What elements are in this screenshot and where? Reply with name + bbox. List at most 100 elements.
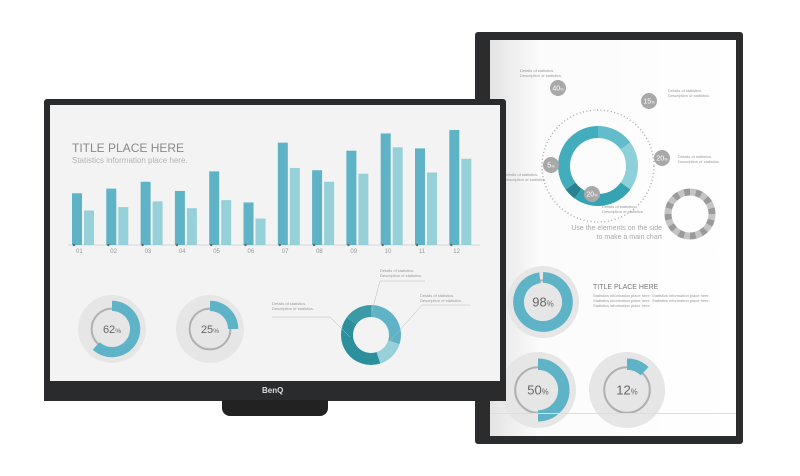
detail-text: Details of statistics. Description of sta… [678, 154, 721, 164]
percent-bubble [641, 93, 657, 109]
bar [186, 208, 197, 245]
bar [358, 173, 369, 245]
grey-ring-segment [664, 207, 673, 215]
bar [392, 147, 403, 245]
tick-dot [175, 243, 179, 247]
grey-ring-segment [671, 191, 681, 201]
donut-segment [346, 305, 372, 325]
callout-line [389, 304, 470, 342]
grey-ring-segment [699, 227, 709, 237]
callout-line [371, 280, 425, 312]
bar [221, 200, 232, 245]
tick-label: 01 [76, 249, 83, 255]
tick-dot [244, 243, 247, 247]
tick-dot [141, 243, 144, 247]
detail-text: Details of statistics. Description of sta… [520, 68, 563, 78]
grey-ring-segment [665, 201, 675, 210]
grey-ring-segment [664, 213, 673, 221]
tick-label: 11 [419, 249, 426, 255]
dotted-orbit [541, 109, 655, 223]
section-title: TITLE PLACE HERE [593, 284, 659, 291]
percent-bubble [654, 150, 670, 166]
gauge-fill [92, 300, 141, 358]
page-subtitle: Statistics information place here. [72, 156, 188, 165]
tick-dot [312, 243, 316, 247]
ring-segment [558, 126, 599, 190]
bar [380, 133, 391, 245]
gauge-fill [209, 300, 239, 330]
gauge-fill [626, 358, 649, 376]
bar [174, 190, 185, 245]
callout-line [272, 316, 351, 338]
bar [449, 130, 460, 245]
tick-dot [415, 243, 419, 247]
percent-bubble [550, 80, 566, 96]
bar [118, 207, 129, 245]
section-body: Statistics information place here. Stati… [593, 293, 710, 308]
percent-bubble [584, 186, 600, 202]
percent-label: 5% [547, 163, 555, 170]
tick-dot [381, 243, 384, 247]
bar [277, 142, 288, 245]
bar [324, 181, 335, 245]
grey-ring-segment [667, 223, 677, 233]
monitor-stand [222, 400, 328, 416]
ring-segment [565, 182, 582, 199]
portrait-screen: 40% 15% 20% 5% 20% 98% 50% 12% Details of stati… [490, 40, 736, 436]
tick-label: 12 [453, 249, 460, 255]
bar [255, 218, 266, 245]
donut-segment [376, 340, 400, 364]
ring-chart: 40%15%20%5%20%98%50% 12% [500, 80, 716, 428]
grey-ring-segment [694, 229, 703, 239]
bar [140, 181, 151, 245]
bar [461, 158, 472, 245]
bar [209, 171, 220, 245]
bar [415, 148, 425, 245]
ring-segment [620, 142, 638, 190]
bar [106, 188, 117, 245]
callout-text: Details of statistics. Description of sta… [380, 268, 423, 278]
grey-ring-segment [665, 218, 675, 227]
tick-dot [210, 243, 213, 247]
donut-segment [341, 317, 381, 365]
brand-logo: BenQ [262, 386, 284, 395]
gauge-fill [513, 272, 573, 332]
grey-ring-segment [705, 218, 715, 227]
tick-label: 04 [179, 249, 186, 255]
tick-dot [450, 243, 453, 247]
percent-bubble [543, 157, 559, 173]
ring-segment [574, 182, 631, 206]
grey-ring-segment [683, 188, 691, 197]
page-title: TITLE PLACE HERE [72, 141, 185, 155]
tick-label: 08 [316, 249, 323, 255]
landscape-screen: TITLE PLACE HERE Statistics information … [50, 105, 500, 381]
bar [289, 167, 300, 245]
percent-label: 40% [552, 86, 564, 93]
bar [312, 170, 323, 245]
grey-ring-segment [707, 213, 716, 221]
grey-ring-segment [703, 223, 713, 233]
grey-ring-segment [667, 195, 677, 205]
percent-label: 20% [656, 156, 668, 163]
grey-ring-segment [677, 229, 686, 239]
grey-ring-segment [694, 189, 703, 199]
grey-ring-segment [707, 207, 716, 215]
tick-label: 07 [282, 249, 289, 255]
ring-segment [597, 126, 631, 150]
grey-ring-segment [677, 189, 686, 199]
detail-text: Details of statistics. Description of sta… [668, 88, 711, 98]
grey-ring-segment [689, 231, 697, 240]
callout-text: Details of statistics. Description of sta… [272, 301, 315, 311]
grey-ring-segment [671, 227, 681, 237]
grey-ring-segment [683, 231, 691, 240]
callout-text: Details of statistics. Description of sta… [420, 293, 463, 303]
detail-text: Details of statistics. Description of sta… [504, 172, 547, 182]
tick-label: 05 [213, 249, 220, 255]
tick-dot [278, 243, 281, 247]
percent-label: 15% [643, 99, 655, 106]
tick-label: 03 [145, 249, 152, 255]
grey-ring-segment [699, 191, 709, 201]
tick-label: 10 [385, 249, 392, 255]
grey-ring-segment [703, 195, 713, 205]
